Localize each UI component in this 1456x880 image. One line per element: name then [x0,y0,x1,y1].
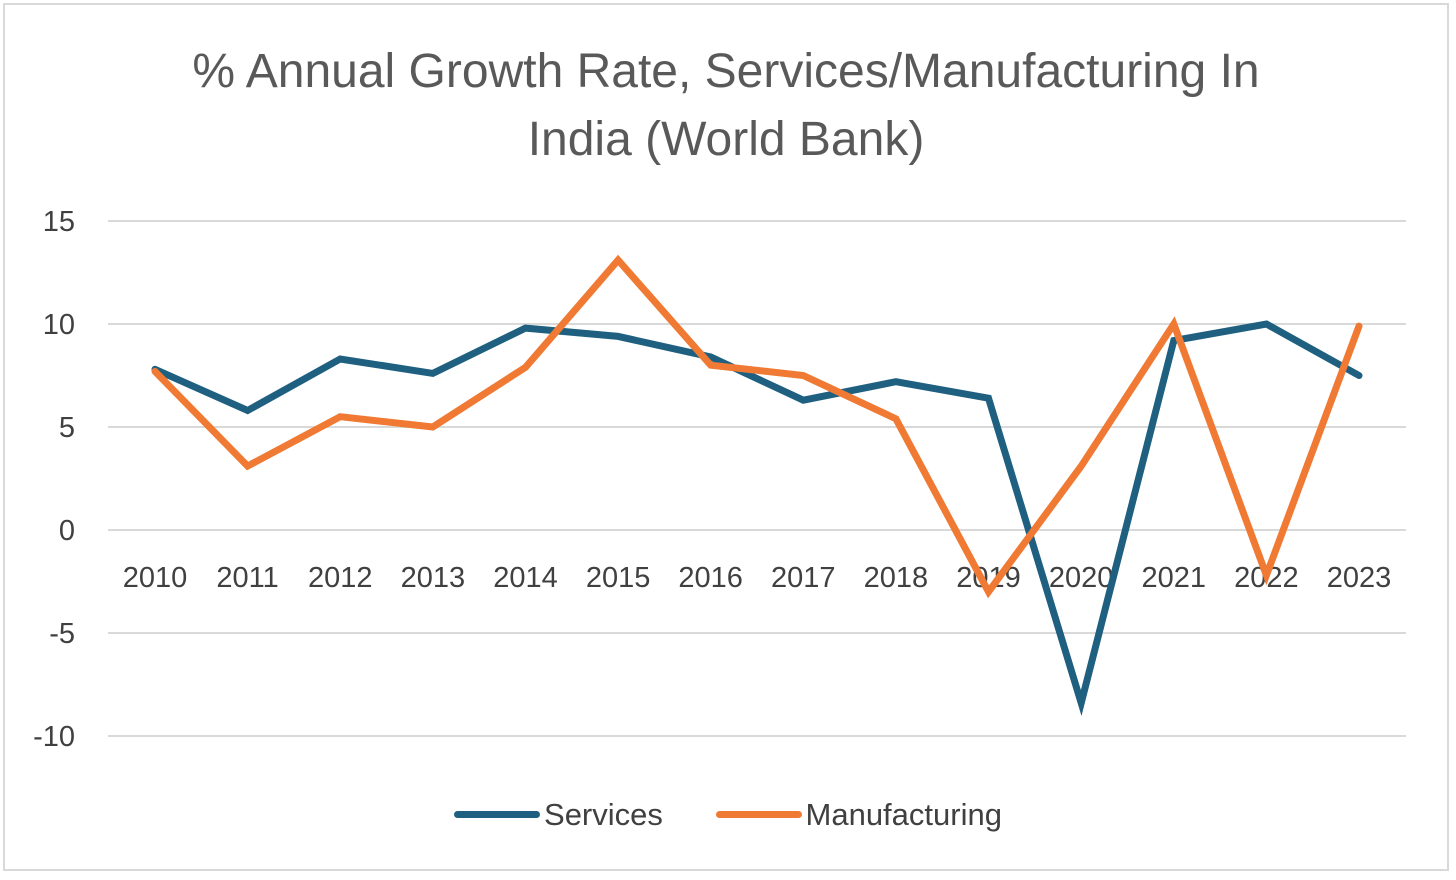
x-tick-label-2014: 2014 [493,562,558,594]
legend-label-manufacturing: Manufacturing [805,796,1002,832]
y-tick-label--10: -10 [33,721,75,753]
gridlines [108,220,1406,737]
x-tick-label-2012: 2012 [308,562,373,594]
legend-item-manufacturing: Manufacturing [715,796,1002,833]
chart-frame [3,3,1449,871]
chart-title-text: % Annual Growth Rate, Services/Manufactu… [192,45,1260,166]
legend-swatch-manufacturing [715,811,802,818]
chart-title: % Annual Growth Rate, Services/Manufactu… [0,38,1452,174]
x-tick-label-2023: 2023 [1327,562,1392,594]
x-tick-label-2018: 2018 [864,562,929,594]
x-tick-label-2016: 2016 [678,562,743,594]
x-tick-label-2015: 2015 [586,562,651,594]
x-tick-label-2020: 2020 [1049,562,1114,594]
y-tick-label-0: 0 [59,515,75,547]
legend-item-services: Services [454,797,663,833]
x-tick-label-2021: 2021 [1142,562,1207,594]
x-tick-label-2010: 2010 [123,562,188,594]
x-tick-label-2017: 2017 [771,562,836,594]
legend-label-services: Services [544,796,663,832]
legend-swatch-services [454,811,541,818]
y-tick-label-15: 15 [43,206,75,238]
y-tick-label-10: 10 [43,309,75,341]
y-tick-label--5: -5 [49,618,75,650]
y-tick-label-5: 5 [59,412,75,444]
series-line-manufacturing [151,254,1363,599]
legend: Services Manufacturing [0,790,1456,833]
series-line-services [151,320,1363,716]
x-tick-label-2013: 2013 [401,562,466,594]
x-tick-label-2011: 2011 [216,562,278,594]
